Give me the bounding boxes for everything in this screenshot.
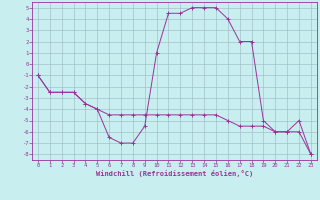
X-axis label: Windchill (Refroidissement éolien,°C): Windchill (Refroidissement éolien,°C) xyxy=(96,170,253,177)
